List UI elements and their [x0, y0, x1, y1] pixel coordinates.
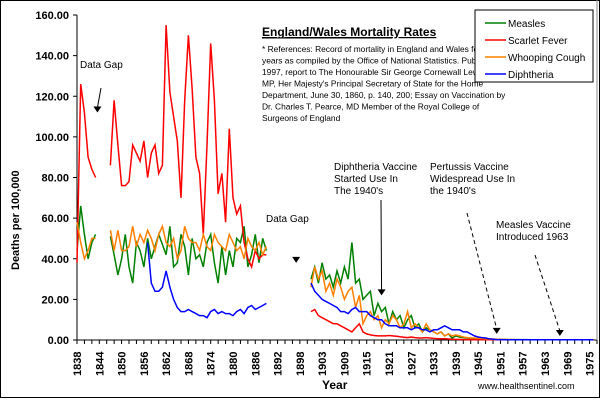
- y-tick-label: 0.00: [48, 335, 69, 347]
- series-line-whooping-cough: [109, 223, 268, 262]
- reference-line: 1997, report to The Honourable Sir Georg…: [262, 67, 507, 77]
- legend-label-scarlet-fever: Scarlet Fever: [508, 36, 568, 47]
- x-tick-label: 1969: [562, 352, 574, 376]
- annotations: Data Gap Data Gap Diphtheria VaccineStarte…: [80, 60, 571, 336]
- x-tick-label: 1892: [273, 352, 285, 376]
- arrowhead-icon: [93, 106, 102, 113]
- y-tick-label: 60.00: [41, 213, 69, 225]
- annotation-measles-vaccine: Measles Vaccine: [496, 220, 571, 231]
- x-tick-label: 1886: [250, 352, 262, 376]
- arrowhead-icon: [377, 289, 386, 296]
- x-tick-label: 1903: [317, 352, 329, 376]
- x-tick-label: 1844: [94, 351, 106, 376]
- chart-title: England/Wales Mortality Rates: [262, 25, 437, 39]
- x-tick-label: 1856: [139, 352, 151, 376]
- x-tick-label: 1957: [518, 352, 530, 376]
- x-tick-label: 1939: [451, 352, 463, 376]
- y-tick-label: 20.00: [41, 294, 69, 306]
- y-tick-label: 100.00: [35, 132, 69, 144]
- series-line-whooping-cough: [76, 222, 96, 262]
- x-ticks: 1838 1844 1850 1856 1862 1868 1874 1880 1886 1892…: [72, 340, 598, 376]
- y-ticks: 0.00 20.00 40.00 60.00 80.00 100.00 120.00 140.…: [35, 10, 77, 347]
- reference-line: Surgeons of England: [262, 113, 341, 123]
- x-tick-label: 1933: [429, 352, 441, 376]
- y-tick-label: 120.00: [35, 91, 69, 103]
- annotation-pertussis-vaccine: Pertussis Vaccine: [430, 162, 509, 173]
- arrowhead-icon: [555, 329, 564, 336]
- x-tick-label: 1975: [585, 352, 597, 376]
- legend-label-whooping-cough: Whooping Cough: [508, 53, 585, 64]
- annotation-measles-vaccine: Introduced 1963: [496, 232, 569, 243]
- annotation-arrow-measles-vaccine: [534, 254, 561, 332]
- annotation-pertussis-vaccine: the 1940's: [430, 186, 476, 197]
- series-group: [76, 25, 594, 341]
- annotation-pertussis-vaccine: Widespread Use In: [430, 174, 515, 185]
- x-tick-label: 1850: [117, 352, 129, 376]
- y-tick-label: 80.00: [41, 173, 69, 185]
- annotation-arrow-data-gap-1: [96, 87, 102, 108]
- watermark: www.healthsentinel.com: [477, 381, 575, 391]
- arrowhead-icon: [292, 256, 301, 263]
- x-tick-label: 1862: [161, 352, 173, 376]
- reference-text: * References: Record of mortality in Eng…: [262, 44, 507, 123]
- x-tick-label: 1838: [72, 352, 84, 376]
- y-tick-label: 140.00: [35, 51, 69, 63]
- x-tick-label: 1874: [206, 351, 218, 376]
- reference-line: * References: Record of mortality in Eng…: [262, 44, 493, 54]
- legend-label-diphtheria: Diphtheria: [508, 70, 554, 81]
- series-line-diphtheria: [146, 242, 267, 319]
- legend-box: [474, 9, 594, 83]
- x-tick-label: 1868: [183, 352, 195, 376]
- reference-line: Dr. Charles T. Pearce, MD Member of the …: [262, 102, 480, 112]
- y-axis-label: Deaths per 100,000: [10, 170, 22, 270]
- x-tick-label: 1963: [540, 352, 552, 376]
- x-tick-label: 1927: [406, 352, 418, 376]
- annotation-diphtheria-vaccine: Diphtheria Vaccine: [334, 162, 418, 173]
- legend: Measles Scarlet Fever Whooping Cough Diphth…: [474, 9, 594, 83]
- annotation-diphtheria-vaccine: The 1940's: [334, 186, 383, 197]
- reference-line: years as compiled by the Office of Natio…: [262, 56, 499, 66]
- x-tick-label: 1951: [495, 352, 507, 376]
- x-tick-label: 1909: [339, 352, 351, 376]
- y-tick-label: 40.00: [41, 254, 69, 266]
- x-tick-label: 1921: [384, 352, 396, 376]
- x-tick-label: 1898: [295, 352, 307, 376]
- series-line-scarlet-fever: [109, 25, 267, 270]
- legend-label-measles: Measles: [508, 19, 545, 30]
- reference-line: Department, June 30, 1860, p. 140, 200; …: [262, 90, 506, 100]
- x-tick-label: 1915: [362, 352, 374, 376]
- x-tick-label: 1945: [473, 352, 485, 376]
- reference-line: MP, Her Majesty's Principal Secretary of…: [262, 79, 483, 89]
- x-axis-label: Year: [322, 378, 348, 392]
- series-line-scarlet-fever: [76, 84, 97, 263]
- annotation-data-gap-1: Data Gap: [80, 60, 123, 71]
- series-line-measles: [76, 205, 97, 259]
- arrowhead-icon: [492, 327, 501, 334]
- annotation-diphtheria-vaccine: Started Use In: [334, 174, 398, 185]
- x-tick-label: 1880: [228, 352, 240, 376]
- annotation-arrow-diphtheria-vaccine: [380, 199, 383, 291]
- series-line-diphtheria: [310, 282, 594, 341]
- y-tick-label: 160.00: [35, 10, 69, 22]
- annotation-data-gap-2: Data Gap: [266, 214, 309, 225]
- annotation-arrow-pertussis-vaccine: [466, 212, 498, 330]
